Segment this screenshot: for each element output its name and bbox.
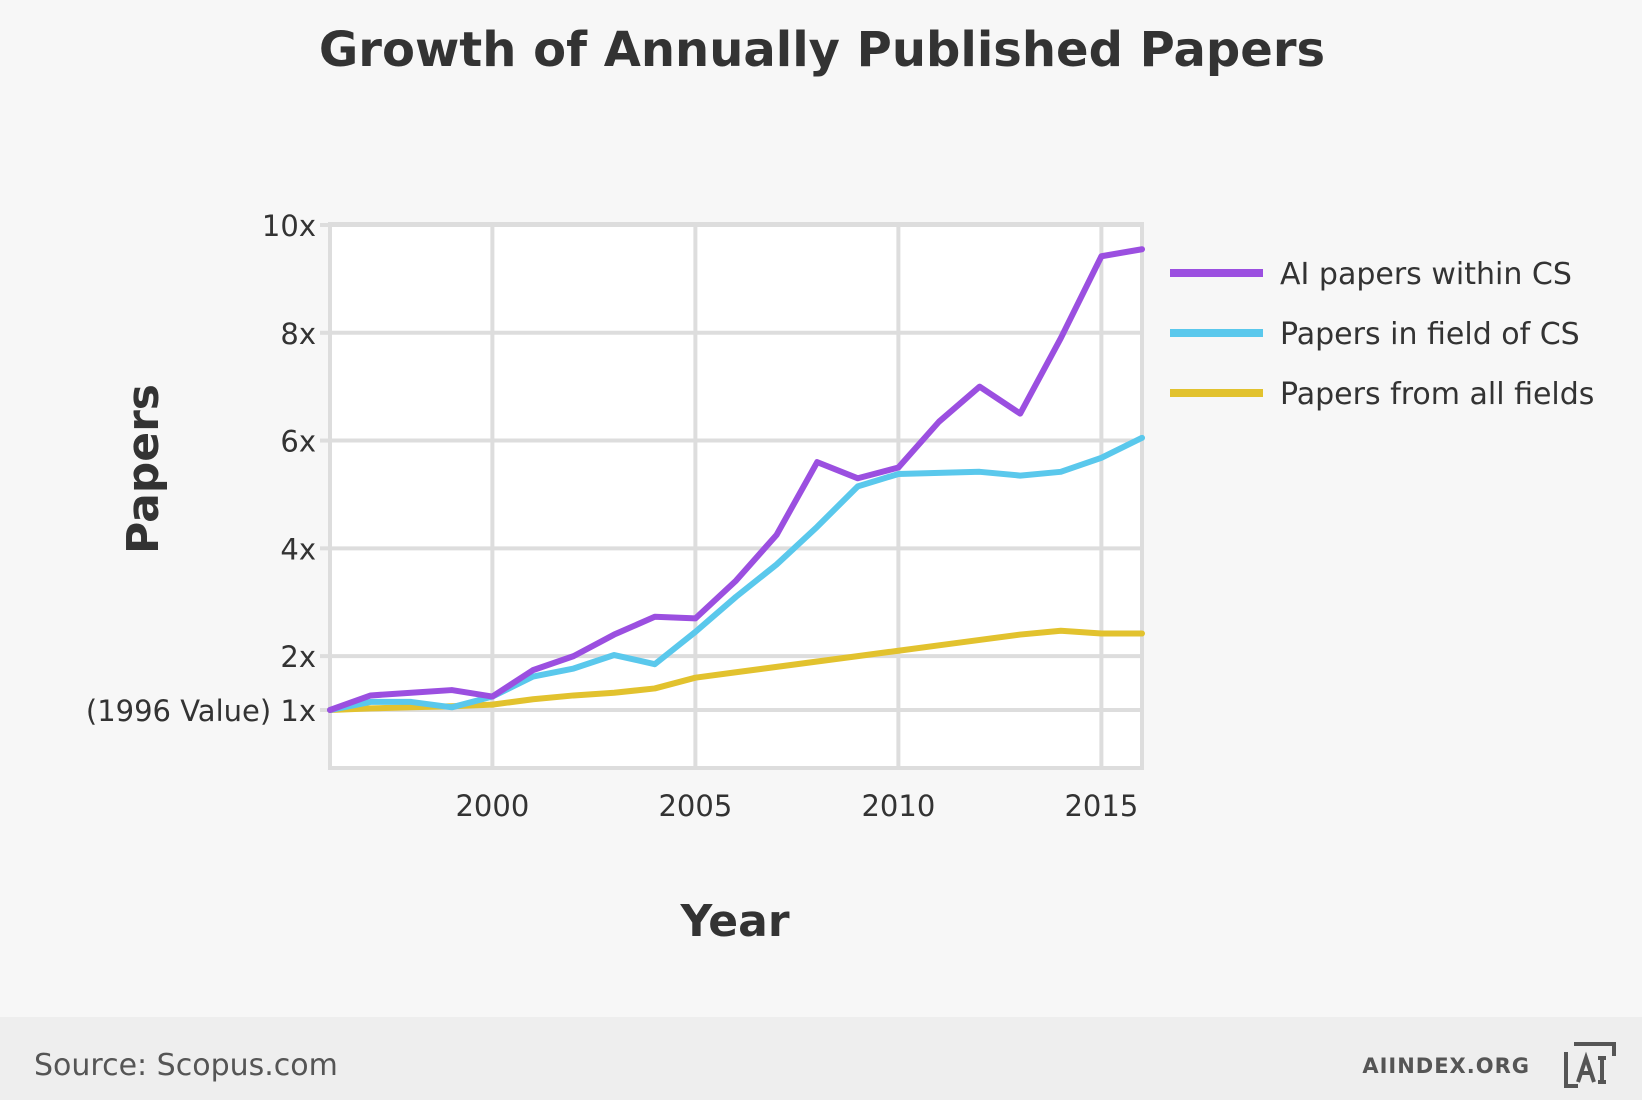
y-tick-label: 6x (280, 425, 316, 459)
plot-border (328, 222, 1144, 770)
legend-label: Papers in field of CS (1280, 317, 1580, 352)
source-note: Source: Scopus.com (34, 1048, 338, 1083)
plot-area (330, 224, 1142, 768)
x-tick-label: 2000 (455, 789, 529, 823)
ai-index-logo-icon[interactable] (1564, 1042, 1616, 1088)
chart-title: Growth of Annually Published Papers (319, 22, 1325, 78)
y-tick-label: 2x (280, 640, 316, 674)
series-layer (327, 246, 1145, 713)
y-tick-label: 8x (280, 317, 316, 351)
series-line (327, 246, 1145, 713)
line-chart: Growth of Annually Published Papers (199… (86, 22, 1595, 947)
y-axis-title: Papers (118, 384, 169, 554)
series-line (327, 434, 1145, 713)
x-tick-label: 2010 (861, 789, 935, 823)
footer-bar (0, 1017, 1642, 1100)
y-tick-label: 4x (280, 532, 316, 566)
y-tick-label: 10x (262, 209, 316, 243)
x-tick-label: 2005 (658, 789, 732, 823)
legend-label: Papers from all fields (1280, 377, 1594, 412)
legend-label: AI papers within CS (1280, 257, 1572, 292)
x-tick-label: 2015 (1064, 789, 1138, 823)
y-tick-label: (1996 Value) 1x (86, 694, 316, 728)
x-axis-title: Year (679, 896, 789, 947)
legend: AI papers within CS Papers in field of CS… (1170, 257, 1594, 412)
axis-ticks: (1996 Value) 1x 2x 4x 6x 8x 10x 2000 2005 2010 20… (86, 209, 1138, 823)
brand-link[interactable]: AIINDEX.ORG (1362, 1054, 1530, 1078)
